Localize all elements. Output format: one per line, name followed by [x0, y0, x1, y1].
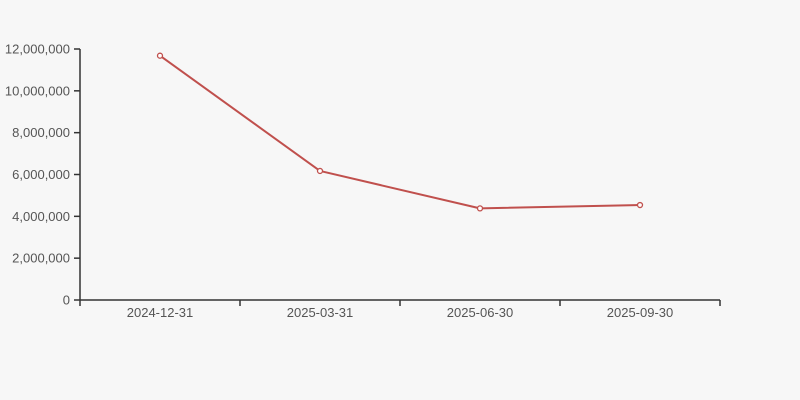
data-point-marker[interactable] — [316, 167, 324, 175]
x-axis-tick-label: 2025-09-30 — [607, 305, 674, 320]
data-point-marker[interactable] — [156, 52, 164, 59]
y-axis-tick-label: 0 — [63, 293, 70, 308]
y-axis-tick-label: 12,000,000 — [5, 42, 70, 57]
data-point-marker[interactable] — [636, 201, 644, 209]
x-axis-tick-label: 2024-12-31 — [127, 305, 194, 320]
x-axis-tick-label: 2025-03-31 — [287, 305, 354, 320]
y-axis-tick-label: 6,000,000 — [12, 167, 70, 182]
y-axis-tick-label: 4,000,000 — [12, 209, 70, 224]
y-axis-tick-label: 8,000,000 — [12, 125, 70, 140]
y-axis-tick-label: 10,000,000 — [5, 83, 70, 98]
series-line — [159, 54, 641, 210]
data-point-marker[interactable] — [476, 205, 484, 212]
y-axis-tick-label: 2,000,000 — [12, 251, 70, 266]
x-axis-tick-label: 2025-06-30 — [447, 305, 514, 320]
